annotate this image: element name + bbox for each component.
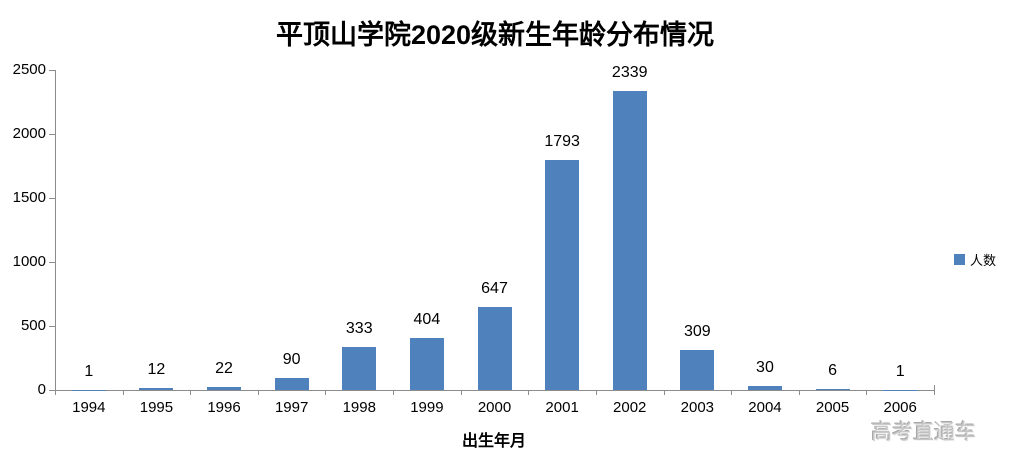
- x-tick-mark: [460, 390, 462, 395]
- y-tick-mark: [49, 198, 55, 199]
- y-axis: [55, 70, 56, 395]
- x-category-label: 2001: [545, 399, 579, 416]
- y-tick-mark: [49, 326, 55, 327]
- x-category-label: 1996: [207, 399, 241, 416]
- bar-value-label: 22: [215, 360, 233, 378]
- x-category-label: 1995: [139, 399, 174, 416]
- bar-value-label: 1793: [544, 133, 580, 151]
- bar-value-label: 333: [345, 320, 373, 338]
- bar-value-label: 647: [481, 280, 508, 298]
- bar-value-label: 309: [683, 323, 711, 341]
- x-tick-mark: [257, 390, 259, 395]
- x-axis-title: 出生年月: [461, 433, 526, 450]
- bar: [139, 388, 174, 390]
- bar: [274, 378, 309, 390]
- x-tick-mark: [934, 385, 935, 395]
- y-tick-label: 500: [20, 317, 46, 334]
- bar-value-label: 404: [413, 311, 441, 329]
- y-tick-mark: [49, 262, 55, 263]
- bar: [815, 389, 850, 390]
- x-category-label: 2002: [613, 399, 647, 416]
- x-category-label: 2005: [815, 399, 850, 416]
- x-tick-mark: [190, 390, 192, 395]
- y-tick-label: 2000: [12, 125, 46, 142]
- chart-title: 平顶山学院2020级新生年龄分布情况: [275, 20, 715, 50]
- bar-value-label: 12: [147, 361, 166, 379]
- x-tick-mark: [866, 390, 868, 395]
- x-category-label: 1998: [342, 399, 376, 416]
- bar-value-label: 90: [282, 351, 301, 369]
- bar: [545, 160, 580, 390]
- bar-value-label: 30: [756, 359, 774, 377]
- y-tick-mark: [49, 70, 55, 71]
- bar: [342, 347, 377, 390]
- x-tick-mark: [325, 390, 327, 395]
- y-tick-mark: [49, 134, 55, 135]
- bar: [680, 350, 715, 390]
- legend: 人数: [954, 250, 996, 269]
- x-axis: [55, 390, 934, 391]
- bar-value-label: 1: [84, 362, 94, 380]
- y-tick-label: 1000: [12, 253, 46, 270]
- x-tick-mark: [798, 390, 800, 395]
- x-category-label: 2000: [477, 399, 512, 416]
- x-tick-mark: [731, 390, 733, 395]
- x-tick-mark: [55, 390, 56, 395]
- x-category-label: 2003: [680, 399, 715, 416]
- y-tick-mark: [49, 390, 55, 391]
- bar: [207, 387, 242, 390]
- y-tick-label: 2500: [12, 61, 46, 78]
- legend-label: 人数: [970, 253, 997, 268]
- watermark-text: 高考直通车: [871, 421, 976, 444]
- bar: [409, 338, 444, 390]
- x-tick-mark: [393, 390, 395, 395]
- x-tick-mark: [528, 390, 530, 395]
- bar: [612, 90, 647, 390]
- bar-value-label: 6: [828, 362, 838, 380]
- x-category-label: 2004: [748, 399, 782, 416]
- y-tick-label: 1500: [12, 189, 46, 206]
- bar: [477, 307, 512, 390]
- legend-swatch-icon: [954, 254, 965, 265]
- bar-value-label: 1: [895, 362, 905, 380]
- x-tick-mark: [122, 390, 124, 395]
- bar: [747, 386, 782, 390]
- bar-value-label: 2339: [611, 63, 648, 81]
- x-category-label: 1999: [410, 399, 444, 416]
- x-category-label: 2006: [883, 399, 917, 416]
- x-tick-mark: [595, 390, 597, 395]
- x-category-label: 1997: [274, 399, 309, 416]
- x-category-label: 1994: [72, 399, 106, 416]
- y-tick-label: 0: [37, 381, 46, 398]
- x-tick-mark: [663, 390, 665, 395]
